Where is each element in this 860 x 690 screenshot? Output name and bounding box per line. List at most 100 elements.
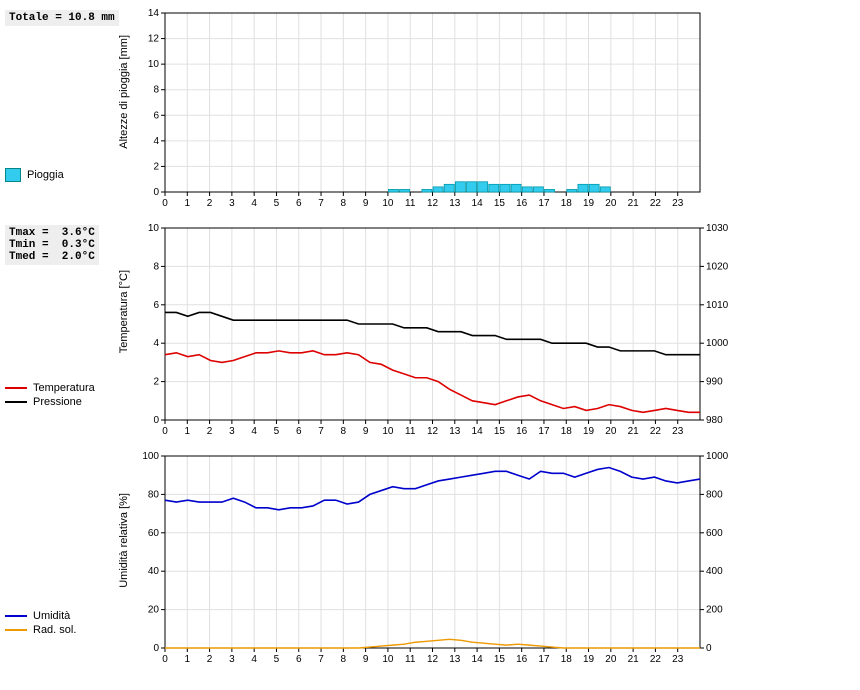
svg-text:4: 4 [153, 338, 159, 349]
svg-text:12: 12 [427, 426, 439, 437]
svg-text:11: 11 [405, 654, 416, 665]
svg-text:6: 6 [296, 654, 302, 665]
svg-text:19: 19 [583, 426, 595, 437]
svg-text:16: 16 [516, 426, 528, 437]
svg-text:14: 14 [148, 8, 160, 19]
svg-text:1010: 1010 [706, 300, 729, 311]
svg-text:13: 13 [449, 426, 461, 437]
svg-text:6: 6 [296, 426, 302, 437]
charts-container: Totale = 10.8 mm Pioggia Altezze di piog… [5, 5, 860, 676]
svg-text:80: 80 [148, 489, 160, 500]
svg-text:21: 21 [628, 654, 640, 665]
svg-text:800: 800 [706, 489, 723, 500]
svg-text:17: 17 [538, 654, 550, 665]
svg-text:5: 5 [274, 426, 280, 437]
svg-text:10: 10 [148, 223, 160, 234]
legend-pioggia: Pioggia [5, 168, 120, 182]
svg-text:7: 7 [318, 426, 324, 437]
svg-text:990: 990 [706, 377, 723, 388]
svg-text:0: 0 [162, 426, 168, 437]
humid-legend-area: Umidità Rad. sol. [5, 448, 120, 638]
svg-text:11: 11 [405, 426, 416, 437]
rain-total-box: Totale = 10.8 mm [5, 10, 119, 26]
svg-text:980: 980 [706, 415, 723, 426]
svg-text:1030: 1030 [706, 223, 729, 234]
svg-text:3: 3 [229, 654, 235, 665]
svg-text:4: 4 [251, 426, 257, 437]
svg-text:1: 1 [185, 654, 191, 665]
legend-pioggia-label: Pioggia [27, 169, 64, 181]
temp-legend-area: Tmax = 3.6°CTmin = 0.3°CTmed = 2.0°C Tem… [5, 220, 120, 410]
svg-text:9: 9 [363, 198, 369, 209]
humid-chart: Umidità relativa [%] Rad. solare [W/mq] … [120, 448, 860, 666]
svg-text:19: 19 [583, 654, 595, 665]
svg-text:2: 2 [207, 198, 213, 209]
rain-panel: Totale = 10.8 mm Pioggia Altezze di piog… [5, 5, 860, 210]
legend-item: Temperatura [5, 382, 120, 394]
rain-ylabel: Altezze di pioggia [mm] [118, 35, 130, 149]
svg-text:17: 17 [538, 426, 550, 437]
svg-text:14: 14 [472, 654, 484, 665]
svg-text:13: 13 [449, 654, 461, 665]
svg-text:4: 4 [153, 136, 159, 147]
svg-text:10: 10 [382, 654, 394, 665]
rain-chart: Altezze di pioggia [mm] 0123456789101112… [120, 5, 860, 210]
svg-text:600: 600 [706, 528, 723, 539]
svg-text:23: 23 [672, 198, 684, 209]
legend-label: Temperatura [33, 382, 95, 394]
svg-text:6: 6 [153, 300, 159, 311]
temp-chart: Temperatura [°C] Pressione [mbar] 012345… [120, 220, 860, 438]
pioggia-swatch [5, 168, 21, 182]
svg-text:10: 10 [382, 426, 394, 437]
svg-text:6: 6 [296, 198, 302, 209]
humid-ylabel-left: Umidità relativa [%] [118, 493, 130, 588]
temp-stats-box: Tmax = 3.6°CTmin = 0.3°CTmed = 2.0°C [5, 225, 99, 265]
svg-text:12: 12 [427, 198, 439, 209]
svg-text:1020: 1020 [706, 261, 729, 272]
svg-text:3: 3 [229, 426, 235, 437]
svg-text:60: 60 [148, 528, 160, 539]
svg-text:0: 0 [162, 654, 168, 665]
svg-text:8: 8 [153, 85, 159, 96]
svg-text:1000: 1000 [706, 451, 729, 462]
svg-text:4: 4 [251, 198, 257, 209]
legend-item: Pressione [5, 396, 120, 408]
legend-label: Umidità [33, 610, 70, 622]
temp-panel: Tmax = 3.6°CTmin = 0.3°CTmed = 2.0°C Tem… [5, 220, 860, 438]
svg-text:8: 8 [341, 654, 347, 665]
svg-text:7: 7 [318, 198, 324, 209]
svg-text:12: 12 [427, 654, 439, 665]
svg-text:21: 21 [628, 198, 640, 209]
legend-label: Rad. sol. [33, 624, 76, 636]
svg-text:22: 22 [650, 654, 662, 665]
svg-text:8: 8 [341, 198, 347, 209]
rain-legend-area: Totale = 10.8 mm Pioggia [5, 5, 120, 184]
svg-text:2: 2 [153, 161, 159, 172]
svg-text:6: 6 [153, 110, 159, 121]
svg-text:10: 10 [382, 198, 394, 209]
svg-text:5: 5 [274, 198, 280, 209]
svg-text:3: 3 [229, 198, 235, 209]
svg-text:12: 12 [148, 34, 160, 45]
svg-text:2: 2 [153, 377, 159, 388]
svg-text:2: 2 [207, 654, 213, 665]
svg-text:20: 20 [605, 198, 617, 209]
svg-text:9: 9 [363, 654, 369, 665]
svg-text:0: 0 [153, 187, 159, 198]
legend-label: Pressione [33, 396, 82, 408]
svg-text:23: 23 [672, 426, 684, 437]
svg-text:22: 22 [650, 198, 662, 209]
svg-text:7: 7 [318, 654, 324, 665]
svg-text:18: 18 [561, 654, 573, 665]
svg-text:8: 8 [153, 261, 159, 272]
svg-text:19: 19 [583, 198, 595, 209]
temp-ylabel-left: Temperatura [°C] [118, 270, 130, 353]
svg-text:20: 20 [605, 426, 617, 437]
svg-text:0: 0 [153, 415, 159, 426]
svg-text:2: 2 [207, 426, 213, 437]
svg-text:1: 1 [185, 198, 191, 209]
svg-text:4: 4 [251, 654, 257, 665]
svg-text:0: 0 [706, 643, 712, 654]
svg-text:0: 0 [153, 643, 159, 654]
svg-text:5: 5 [274, 654, 280, 665]
